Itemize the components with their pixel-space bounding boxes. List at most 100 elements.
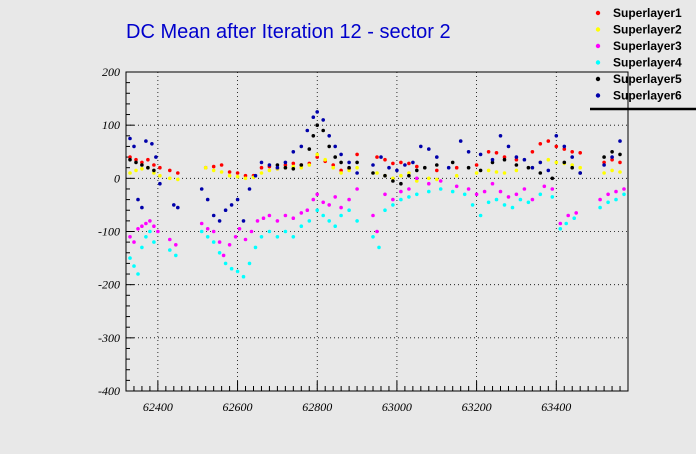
data-point — [144, 235, 148, 239]
data-point — [546, 139, 551, 143]
data-point — [435, 177, 439, 182]
data-point — [546, 157, 551, 162]
y-tick-label: -300 — [98, 331, 120, 345]
data-point — [241, 274, 246, 279]
data-point — [152, 163, 156, 167]
data-point — [339, 171, 343, 175]
data-point — [466, 187, 471, 191]
data-point — [411, 160, 415, 165]
data-point — [235, 269, 240, 274]
data-point — [291, 150, 296, 154]
data-point — [562, 147, 567, 151]
data-point — [566, 213, 570, 218]
y-tick-label: 100 — [102, 118, 120, 132]
data-point — [610, 150, 614, 154]
data-point — [203, 165, 208, 170]
data-point — [156, 229, 160, 234]
data-point — [321, 128, 326, 133]
data-point — [435, 163, 439, 167]
data-point — [514, 155, 519, 159]
data-point — [267, 213, 272, 218]
data-point — [259, 160, 264, 165]
data-point — [333, 144, 338, 149]
data-point — [399, 197, 403, 202]
data-point — [211, 213, 216, 218]
data-point — [427, 147, 431, 151]
y-tick-label: -100 — [98, 225, 120, 239]
data-point — [494, 151, 499, 155]
data-point — [478, 152, 483, 157]
data-point — [470, 203, 475, 207]
data-point — [466, 150, 471, 154]
data-point — [355, 160, 359, 165]
data-point — [291, 161, 296, 166]
data-point — [355, 219, 359, 223]
data-point — [148, 229, 152, 234]
data-point — [261, 216, 266, 220]
data-point — [355, 171, 359, 175]
data-point — [267, 163, 272, 167]
data-point — [371, 235, 375, 239]
data-point — [176, 171, 180, 175]
data-point — [438, 179, 443, 183]
series-5 — [128, 123, 622, 186]
data-point — [311, 115, 316, 119]
data-point — [602, 163, 606, 167]
data-point — [205, 197, 210, 202]
data-point — [221, 253, 226, 258]
data-point — [391, 176, 395, 181]
data-point — [415, 168, 419, 173]
data-point — [403, 163, 407, 167]
data-point — [379, 155, 383, 159]
data-point — [199, 187, 204, 191]
data-point — [275, 219, 280, 223]
data-point — [407, 161, 411, 166]
data-point — [227, 243, 232, 247]
data-point — [333, 224, 338, 228]
data-point — [291, 216, 296, 220]
data-point — [217, 219, 222, 223]
data-point — [530, 150, 535, 154]
data-point — [538, 192, 543, 197]
data-point — [522, 157, 527, 162]
data-point — [283, 229, 288, 234]
legend-label: Superlayer5 — [613, 72, 682, 86]
data-point — [259, 171, 264, 175]
data-point — [570, 150, 574, 154]
data-point — [152, 240, 156, 244]
series-3 — [128, 176, 626, 258]
data-point — [514, 168, 519, 173]
legend-marker — [595, 27, 601, 32]
y-tick-label: -400 — [98, 384, 120, 398]
data-point — [227, 173, 232, 178]
x-tick-label: 62800 — [302, 400, 332, 414]
y-tick-label: -200 — [98, 278, 120, 292]
data-point — [407, 195, 411, 199]
data-point — [423, 165, 427, 170]
data-point — [315, 152, 320, 157]
data-point — [383, 157, 387, 162]
data-point — [482, 189, 487, 194]
data-point — [327, 144, 332, 149]
data-point — [283, 163, 288, 167]
data-point — [415, 179, 419, 183]
data-point — [486, 200, 491, 205]
data-point — [546, 168, 551, 173]
legend-label: Superlayer2 — [613, 23, 682, 37]
data-point — [526, 165, 531, 170]
data-point — [486, 168, 491, 173]
data-point — [554, 160, 559, 165]
data-point — [174, 253, 178, 258]
data-point — [134, 160, 138, 165]
data-point — [311, 134, 316, 138]
data-point — [235, 171, 240, 175]
data-point — [478, 213, 483, 218]
data-point — [152, 168, 156, 173]
legend-label: Superlayer1 — [613, 6, 682, 20]
data-point — [558, 227, 563, 231]
data-point — [140, 163, 144, 167]
data-point — [614, 189, 618, 194]
data-point — [610, 157, 614, 162]
data-point — [435, 155, 439, 159]
data-point — [383, 208, 387, 212]
